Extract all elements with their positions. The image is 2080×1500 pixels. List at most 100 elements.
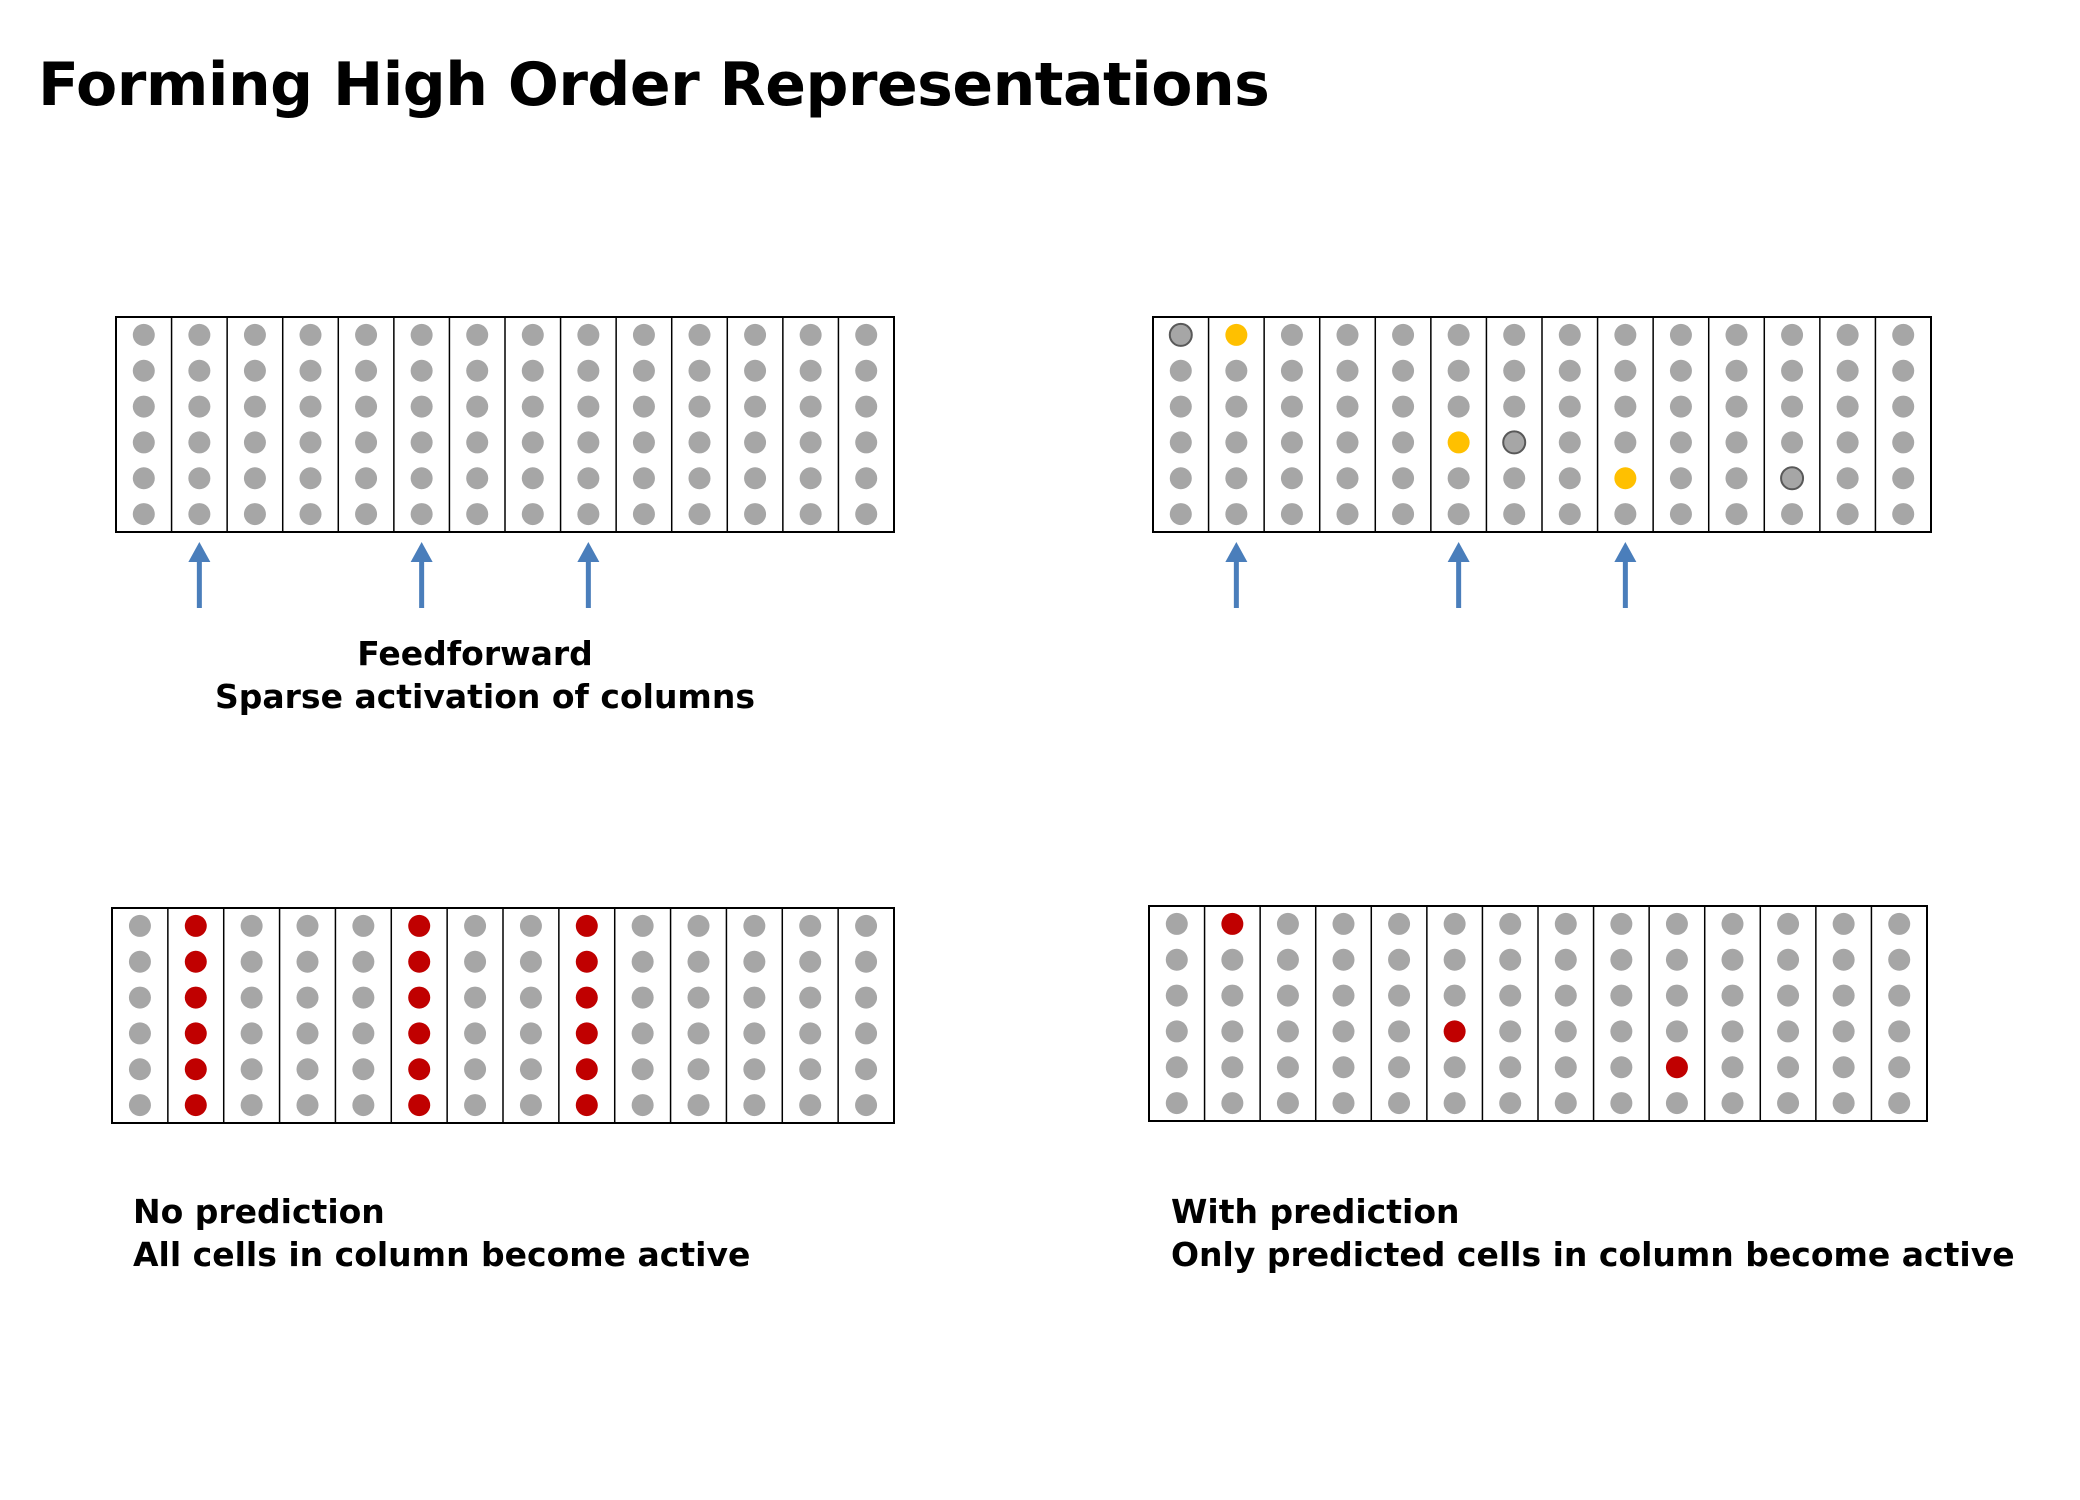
cell-inactive <box>299 323 322 346</box>
cell-active <box>184 1058 207 1081</box>
cell-inactive <box>1225 395 1248 418</box>
cell-inactive <box>410 395 433 418</box>
cell-inactive <box>466 395 489 418</box>
cell-inactive <box>132 323 155 346</box>
cell-inactive <box>577 395 600 418</box>
cell-inactive <box>1447 359 1470 382</box>
cell-inactive <box>1892 323 1915 346</box>
cell-active <box>408 1022 431 1045</box>
cell-inactive <box>743 1058 766 1081</box>
cell-inactive <box>1503 467 1526 490</box>
cell-inactive <box>1725 395 1748 418</box>
cell-inactive <box>688 503 711 526</box>
cell-inactive <box>1280 431 1303 454</box>
cell-inactive <box>1280 359 1303 382</box>
cell-inactive <box>1669 359 1692 382</box>
cell-inactive <box>1332 1020 1355 1043</box>
cell-inactive <box>1332 1056 1355 1079</box>
cell-inactive <box>1554 984 1577 1007</box>
caption-no-prediction: No prediction All cells in column become… <box>133 1190 750 1276</box>
cell-inactive <box>519 1058 542 1081</box>
cell-inactive <box>855 395 878 418</box>
cell-predicted <box>1447 431 1470 454</box>
cell-inactive <box>1499 912 1522 935</box>
cell-inactive <box>1332 1092 1355 1115</box>
cell-inactive <box>1280 395 1303 418</box>
cell-inactive <box>466 503 489 526</box>
cell-inactive <box>521 431 544 454</box>
cell-inactive <box>855 1022 878 1045</box>
cell-inactive <box>1888 948 1911 971</box>
cell-active <box>575 1058 598 1081</box>
cell-inactive <box>632 503 655 526</box>
cell-inactive <box>1336 359 1359 382</box>
cell-inactive <box>240 986 263 1009</box>
cell-inactive <box>744 431 767 454</box>
cell-inactive <box>240 1058 263 1081</box>
cell-inactive <box>1558 431 1581 454</box>
cell-inactive <box>631 1022 654 1045</box>
cell-inactive <box>1388 1056 1411 1079</box>
cell-inactive <box>355 431 378 454</box>
cell-inactive <box>855 1058 878 1081</box>
cell-inactive <box>243 503 266 526</box>
cell-inactive <box>1665 912 1688 935</box>
cell-inactive <box>1558 359 1581 382</box>
cell-inactive <box>352 914 375 937</box>
cell-active <box>184 1022 207 1045</box>
cell-inactive <box>355 467 378 490</box>
cell-inactive <box>743 914 766 937</box>
cell-inactive <box>688 395 711 418</box>
cell-inactive <box>521 323 544 346</box>
cell-active <box>408 1094 431 1117</box>
cell-inactive <box>132 431 155 454</box>
cell-inactive <box>1777 948 1800 971</box>
cell-inactive <box>1447 467 1470 490</box>
cell-inactive <box>799 467 822 490</box>
cell-inactive <box>1503 323 1526 346</box>
cell-inactive <box>1503 359 1526 382</box>
cell-inactive <box>1832 984 1855 1007</box>
cell-inactive <box>632 431 655 454</box>
cell-inactive <box>296 1094 319 1117</box>
cell-inactive <box>521 395 544 418</box>
cell-inactive <box>1221 1056 1244 1079</box>
cell-inactive <box>299 431 322 454</box>
cell-inactive <box>1554 1056 1577 1079</box>
cell-inactive <box>743 950 766 973</box>
cell-active <box>408 986 431 1009</box>
cell-inactive <box>1888 1092 1911 1115</box>
cell-inactive <box>128 914 151 937</box>
cell-inactive <box>410 431 433 454</box>
cell-inactive <box>466 431 489 454</box>
cell-inactive <box>464 1094 487 1117</box>
cell-inactive <box>1558 395 1581 418</box>
cell-inactive <box>410 323 433 346</box>
cell-active <box>184 950 207 973</box>
cell-inactive <box>631 986 654 1009</box>
cell-inactive <box>855 467 878 490</box>
cell-inactive <box>1665 1092 1688 1115</box>
cell-inactive <box>466 467 489 490</box>
cell-inactive <box>1610 1020 1633 1043</box>
cell-inactive <box>687 1058 710 1081</box>
cell-inactive <box>1221 1092 1244 1115</box>
cell-inactive <box>1447 395 1470 418</box>
cell-inactive <box>1777 1056 1800 1079</box>
cell-inactive <box>577 323 600 346</box>
cell-inactive <box>1169 395 1192 418</box>
caption-no-prediction-line1: No prediction <box>133 1192 385 1231</box>
feedforward-arrow-icon <box>1225 542 1248 562</box>
cell-inactive <box>1499 948 1522 971</box>
cell-inactive <box>855 1094 878 1117</box>
cell-inactive <box>799 431 822 454</box>
cell-inactive <box>1832 948 1855 971</box>
cell-inactive <box>799 1058 822 1081</box>
cell-inactive <box>240 1094 263 1117</box>
cell-inactive <box>1392 395 1415 418</box>
cell-inactive <box>464 950 487 973</box>
cell-inactive <box>577 359 600 382</box>
cell-inactive <box>1669 431 1692 454</box>
cell-inactive <box>799 323 822 346</box>
cell-inactive <box>355 359 378 382</box>
